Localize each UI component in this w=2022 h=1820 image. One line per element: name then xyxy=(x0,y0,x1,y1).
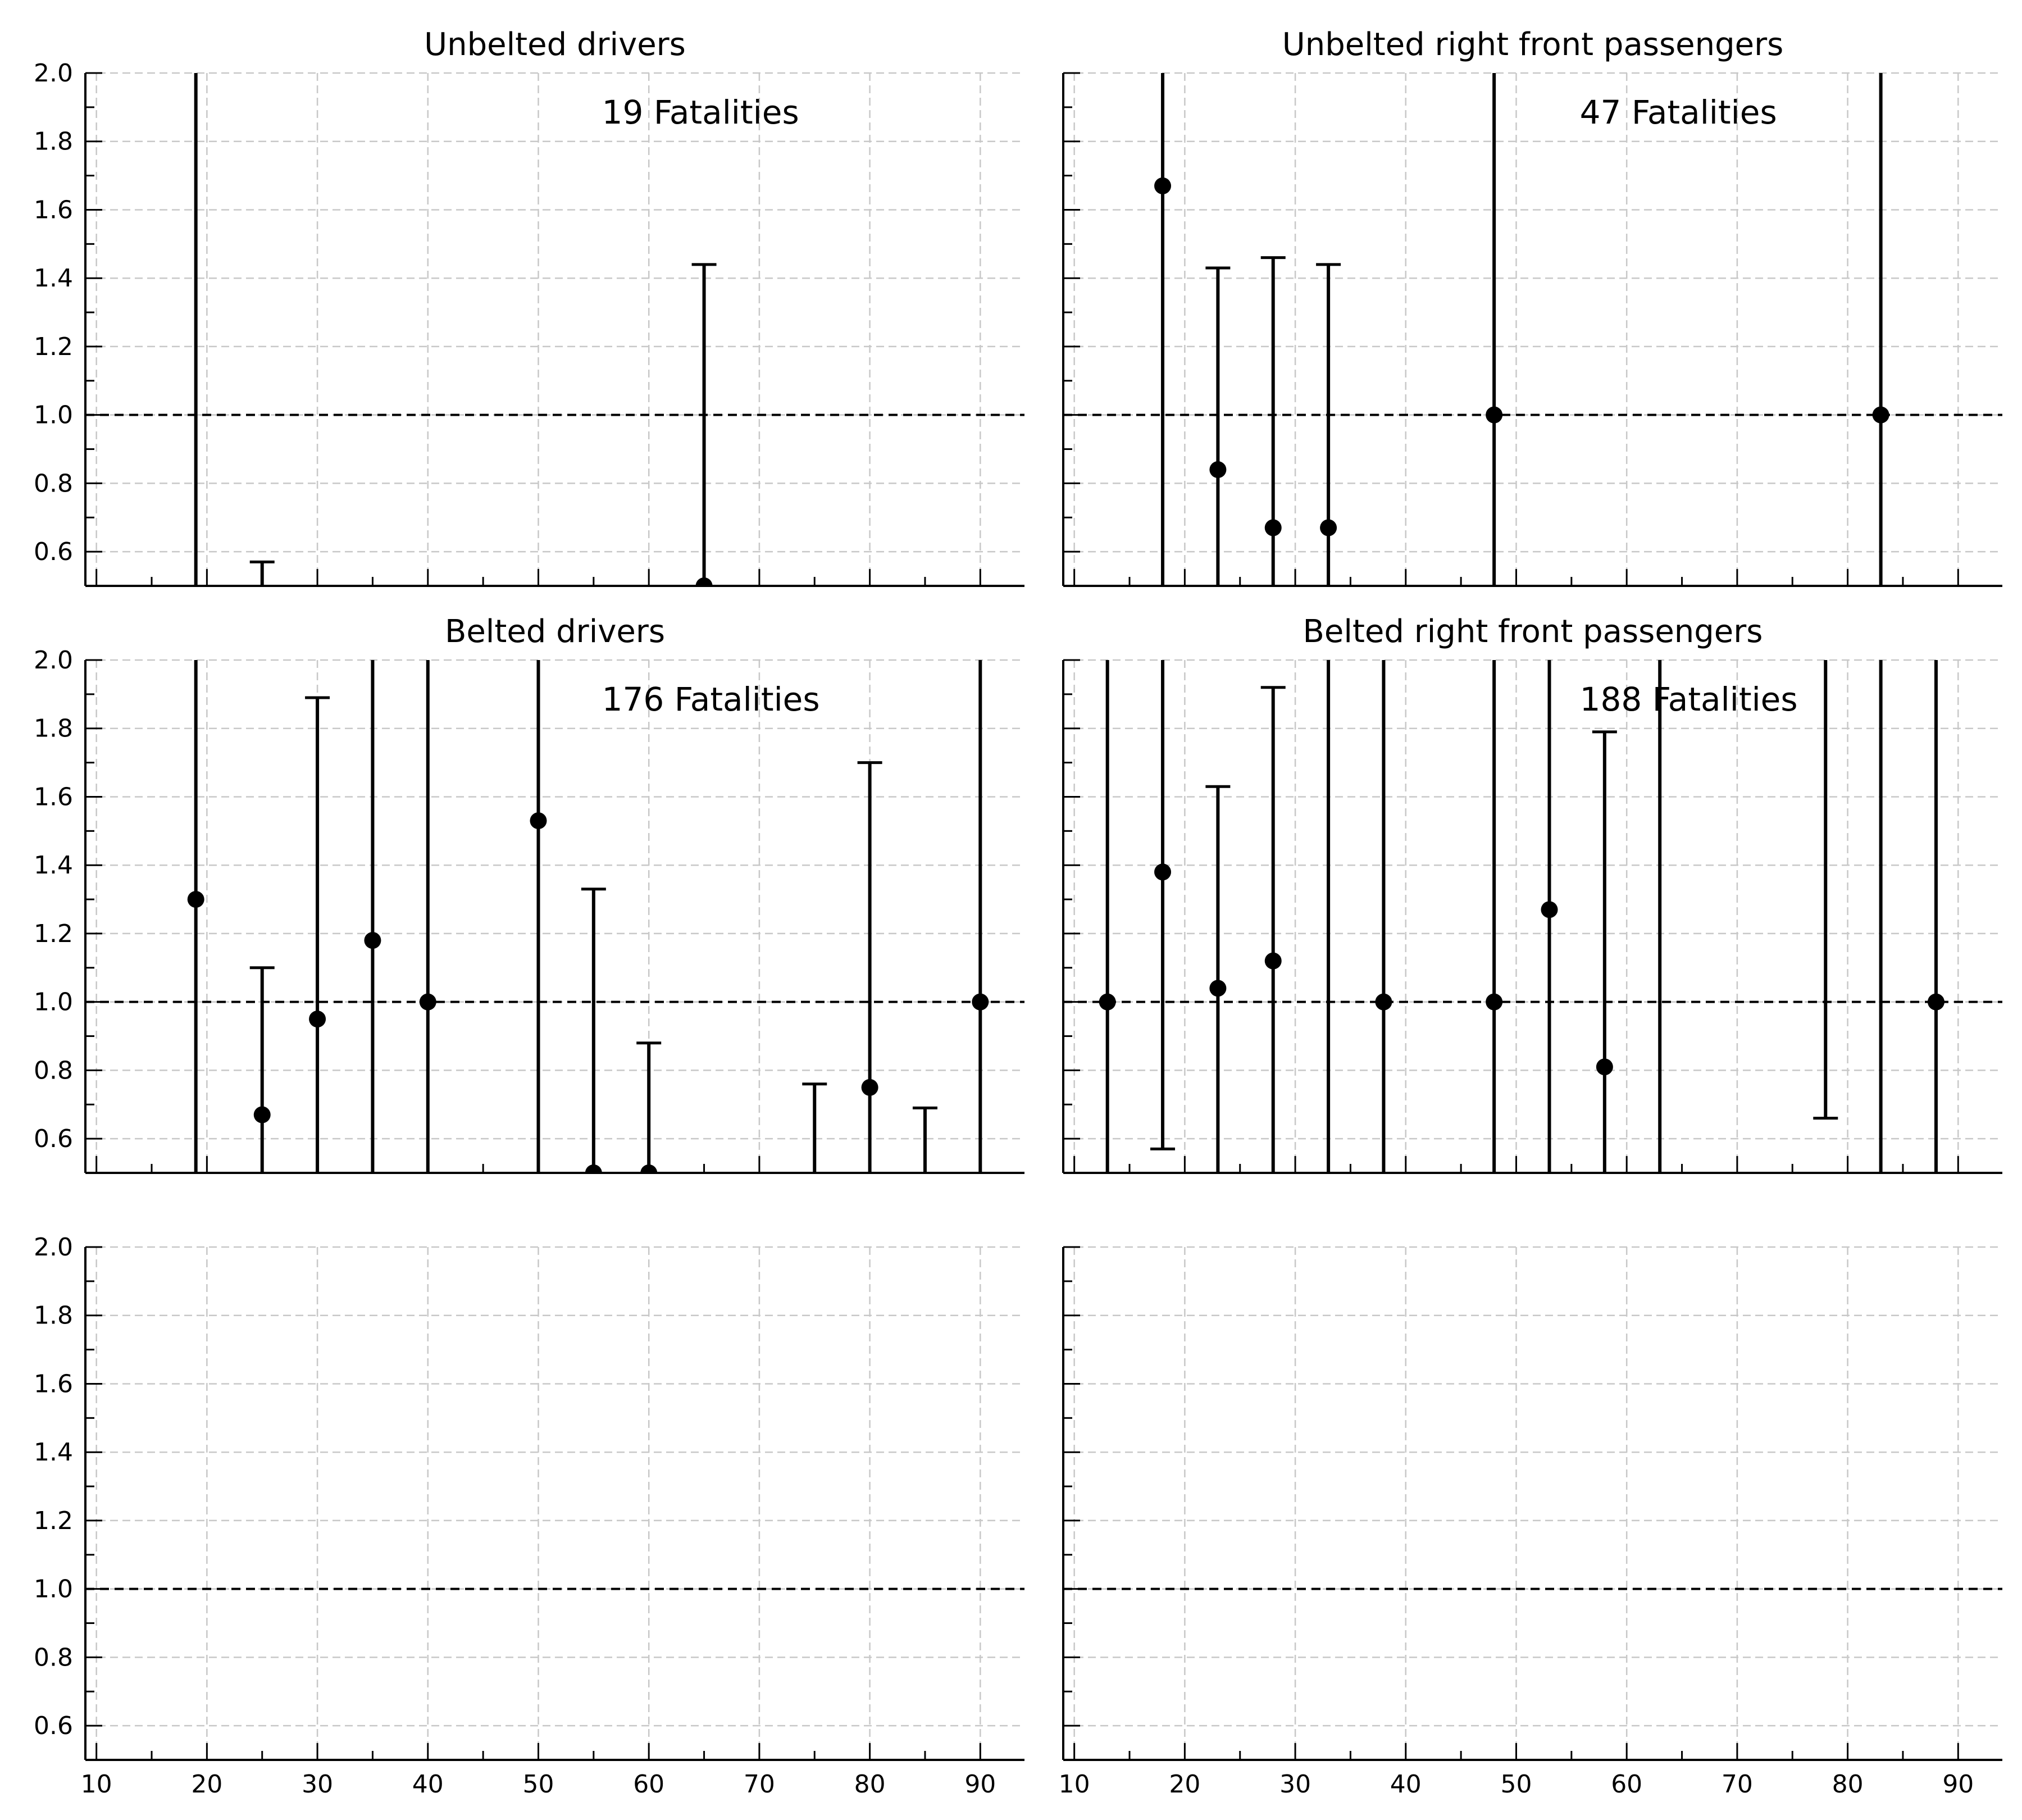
data-point xyxy=(972,993,989,1011)
fatalities-annotation: 188 Fatalities xyxy=(1580,680,1798,718)
y-tick-label: 1.2 xyxy=(34,333,73,361)
y-tick-label: 0.6 xyxy=(34,1125,73,1153)
x-tick-label: 90 xyxy=(964,1770,996,1799)
x-tick-label: 80 xyxy=(854,1770,886,1799)
y-tick-label: 1.4 xyxy=(34,1438,73,1467)
x-tick-label: 80 xyxy=(1832,1770,1864,1799)
data-marks xyxy=(1154,73,1889,586)
x-tick-label: 60 xyxy=(1611,1770,1642,1799)
x-tick-label: 90 xyxy=(1942,1770,1974,1799)
x-tick-label: 20 xyxy=(191,1770,222,1799)
data-point xyxy=(1596,1058,1613,1076)
panel-title: Unbelted drivers xyxy=(424,26,686,63)
panel-title: Unbelted right front passengers xyxy=(1282,26,1784,63)
data-marks xyxy=(1099,660,1944,1173)
y-tick-label: 1.8 xyxy=(34,128,73,156)
y-tick-label: 0.8 xyxy=(34,469,73,498)
x-tick-label: 10 xyxy=(81,1770,112,1799)
x-tick-label: 40 xyxy=(412,1770,444,1799)
data-point xyxy=(1486,993,1503,1011)
panel-2: Unbelted right front passengers 47 Fatali… xyxy=(1062,26,2002,587)
y-tick-label: 1.2 xyxy=(34,1507,73,1535)
x-tick-label: 50 xyxy=(522,1770,554,1799)
panel-3: 0.6 0.8 1.0 1.2 1.4 1.6 1.8 2.0 Belted drivers 17… xyxy=(34,613,1024,1174)
data-point xyxy=(1209,461,1227,479)
data-point xyxy=(309,1011,326,1028)
y-tick-label: 2.0 xyxy=(34,1233,73,1262)
y-tick-label: 2.0 xyxy=(34,646,73,675)
x-tick-label: 30 xyxy=(302,1770,333,1799)
y-tick-label: 2.0 xyxy=(34,59,73,88)
data-point xyxy=(364,932,381,949)
fatalities-annotation: 176 Fatalities xyxy=(602,680,820,718)
x-tick-label: 70 xyxy=(744,1770,775,1799)
x-tick-label: 50 xyxy=(1500,1770,1532,1799)
y-tick-label: 1.6 xyxy=(34,195,73,224)
y-tick-label: 1.8 xyxy=(34,715,73,743)
data-point xyxy=(695,577,713,587)
data-point xyxy=(640,1164,658,1174)
data-point xyxy=(585,1164,602,1174)
y-tick-label: 1.4 xyxy=(34,851,73,880)
panel-5: 0.6 0.8 1.0 1.2 1.4 1.6 1.8 2.0 10 20 30 40 50 60 70 80… xyxy=(34,1233,1024,1799)
data-point xyxy=(861,1079,878,1096)
data-point xyxy=(1209,980,1227,997)
data-point xyxy=(530,812,547,830)
y-tick-label: 0.6 xyxy=(34,1712,73,1740)
y-tick-label: 1.0 xyxy=(34,401,73,430)
x-tick-label: 40 xyxy=(1390,1770,1422,1799)
data-marks xyxy=(187,660,989,1174)
data-point xyxy=(1264,952,1282,970)
data-point xyxy=(1264,519,1282,536)
y-tick-label: 0.8 xyxy=(34,1643,73,1672)
data-point xyxy=(253,1106,271,1123)
data-point xyxy=(419,993,436,1011)
panel-6: 10 20 30 40 50 60 70 80 90 xyxy=(1059,1246,2002,1799)
data-point xyxy=(1872,406,1889,424)
y-tick-label: 1.8 xyxy=(34,1302,73,1330)
y-tick-label: 1.4 xyxy=(34,264,73,293)
x-tick-label: 30 xyxy=(1279,1770,1311,1799)
data-point xyxy=(1154,177,1172,194)
panel-4: Belted right front passengers 188 Fatalit… xyxy=(1062,613,2002,1174)
panel-title: Belted drivers xyxy=(445,613,665,650)
data-marks xyxy=(194,73,717,587)
x-tick-label: 60 xyxy=(633,1770,664,1799)
x-tick-label: 70 xyxy=(1722,1770,1753,1799)
data-point xyxy=(1541,901,1558,918)
y-tick-label: 1.6 xyxy=(34,782,73,811)
y-tick-label: 1.0 xyxy=(34,1575,73,1604)
data-point xyxy=(1154,863,1172,881)
fatalities-annotation: 19 Fatalities xyxy=(602,93,799,131)
data-point xyxy=(1927,993,1944,1011)
fatalities-annotation: 47 Fatalities xyxy=(1580,93,1777,131)
data-point xyxy=(187,891,204,908)
y-tick-label: 0.6 xyxy=(34,538,73,566)
y-tick-label: 0.8 xyxy=(34,1056,73,1085)
data-point xyxy=(1375,993,1392,1011)
panel-title: Belted right front passengers xyxy=(1303,613,1763,650)
x-tick-label: 10 xyxy=(1059,1770,1090,1799)
x-tick-label: 20 xyxy=(1169,1770,1200,1799)
y-tick-label: 1.2 xyxy=(34,920,73,948)
y-tick-label: 1.0 xyxy=(34,988,73,1017)
data-point xyxy=(1320,519,1337,536)
data-point xyxy=(1099,993,1116,1011)
panel-1: 0.6 0.8 1.0 1.2 1.4 1.6 1.8 2.0 Unbelted drivers… xyxy=(34,26,1024,587)
data-point xyxy=(1486,406,1503,424)
y-tick-label: 1.6 xyxy=(34,1369,73,1398)
